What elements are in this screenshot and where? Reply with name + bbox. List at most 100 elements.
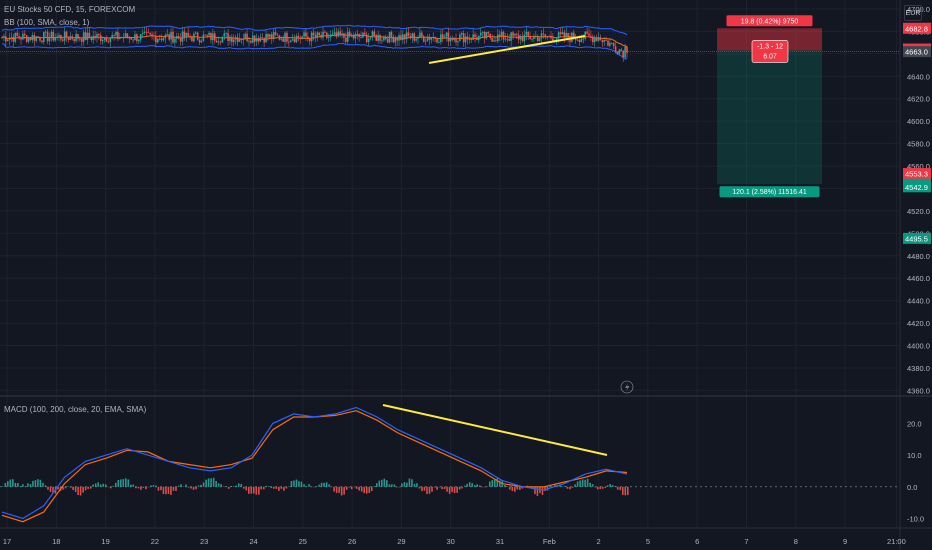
macd-histogram-bar	[27, 483, 29, 487]
candle-body	[390, 31, 393, 37]
mid-label-line2: 6.07	[763, 53, 777, 60]
candle-body	[284, 32, 286, 42]
macd-histogram-bar	[260, 486, 263, 490]
candle-body	[175, 36, 178, 39]
macd-histogram-bar	[534, 486, 536, 495]
candle-body	[466, 36, 469, 40]
candle-body	[487, 32, 490, 34]
macd-histogram-bar	[398, 486, 401, 488]
macd-histogram-bar	[559, 484, 561, 487]
macd-histogram-bar	[614, 486, 617, 487]
candle-body	[593, 37, 596, 43]
macd-histogram-bar	[431, 486, 433, 492]
symbol-legend[interactable]: EU Stocks 50 CFD, 15, FOREXCOM	[4, 5, 136, 14]
macd-histogram-bar	[109, 486, 112, 489]
candle-body	[409, 35, 412, 39]
candle-body	[174, 38, 176, 43]
candle-body	[614, 46, 617, 52]
candle-body	[58, 35, 60, 37]
grid	[0, 0, 900, 528]
macd-histogram-bar	[285, 486, 288, 489]
price-tick-label: 4380.0	[907, 364, 930, 373]
candle-body	[71, 36, 74, 39]
macd-legend[interactable]: MACD (100, 200, close, 20, EMA, SMA)	[4, 405, 147, 414]
macd-histogram-bar	[566, 486, 569, 489]
candle-body	[151, 34, 153, 36]
candle-body	[90, 37, 93, 40]
bb-legend[interactable]: BB (100, SMA, close, 1)	[4, 18, 90, 27]
macd-histogram-bar	[325, 482, 328, 487]
currency-button[interactable]: EUR	[904, 5, 922, 21]
macd-histogram-bar	[591, 484, 594, 487]
candle-body	[603, 40, 606, 43]
candle-body	[278, 35, 281, 40]
candle-body	[79, 38, 81, 40]
macd-histogram-bar	[609, 483, 612, 487]
candle-body	[113, 34, 115, 36]
macd-histogram-bar	[165, 486, 167, 495]
candle-body	[221, 36, 224, 43]
candle-body	[61, 39, 64, 41]
macd-histogram-bar	[498, 480, 501, 487]
macd-histogram-bar	[215, 481, 217, 487]
macd-histogram-bar	[69, 486, 72, 488]
candle-body	[124, 33, 127, 38]
candle-body	[187, 32, 189, 37]
time-tick-label: 8	[794, 537, 798, 546]
macd-histogram-bar	[74, 486, 77, 492]
candle-body	[438, 41, 440, 43]
trendlines[interactable]	[382, 35, 608, 456]
macd-histogram-bar	[313, 486, 315, 488]
candle-body	[578, 39, 581, 43]
candle-body	[160, 38, 163, 41]
candle-body	[250, 40, 252, 43]
candle-body	[535, 36, 537, 38]
candle-body	[441, 34, 444, 38]
candle-body	[286, 32, 288, 42]
candle-body	[586, 31, 588, 34]
macd-histogram-bar	[185, 484, 187, 487]
candle-body	[168, 34, 170, 40]
candle-body	[529, 35, 531, 39]
macd-histogram-bar	[343, 486, 345, 495]
candle-body	[132, 39, 134, 41]
candle-body	[335, 32, 338, 37]
macd-histogram-bar	[616, 486, 619, 490]
price-tick-label: 4420.0	[907, 319, 930, 328]
macd-histogram-bar	[481, 486, 484, 488]
macd-histogram-bar	[12, 479, 14, 487]
bb-fill	[2, 25, 627, 59]
candle-body	[510, 32, 512, 41]
candle-body	[267, 34, 269, 38]
candle-body	[46, 31, 49, 42]
candle-body	[244, 33, 246, 40]
candle-body	[470, 38, 473, 41]
candle-body	[122, 37, 125, 38]
position-tool[interactable]: 19.8 (0.42%) 9750 -1.3 - 12 6.07 120.1 (2.5…	[0, 15, 900, 198]
candle-body	[225, 33, 227, 34]
price-axis-label-box	[903, 46, 931, 58]
candle-body	[227, 33, 229, 41]
macd-histogram-bar	[611, 485, 614, 487]
candle-body	[580, 38, 583, 43]
candle-body	[307, 36, 309, 38]
macd-histogram-bar	[303, 484, 305, 487]
candle-body	[86, 32, 89, 40]
candle-body	[517, 34, 520, 40]
candle-body	[208, 32, 210, 36]
candle-body	[455, 38, 457, 43]
candle-body	[240, 38, 243, 41]
candle-body	[101, 40, 104, 42]
price-axis-label-box	[903, 232, 931, 244]
candle-body	[120, 37, 123, 38]
candle-body	[403, 34, 406, 40]
macd-histogram-bar	[245, 486, 248, 491]
candle-body	[1, 37, 3, 38]
time-tick-label: Feb	[543, 537, 556, 546]
macd-histogram-bar	[466, 483, 468, 487]
candle-body	[299, 37, 302, 39]
lightning-icon-glyph	[625, 383, 630, 392]
macd-histogram-bar	[210, 478, 212, 487]
candle-body	[212, 33, 214, 41]
